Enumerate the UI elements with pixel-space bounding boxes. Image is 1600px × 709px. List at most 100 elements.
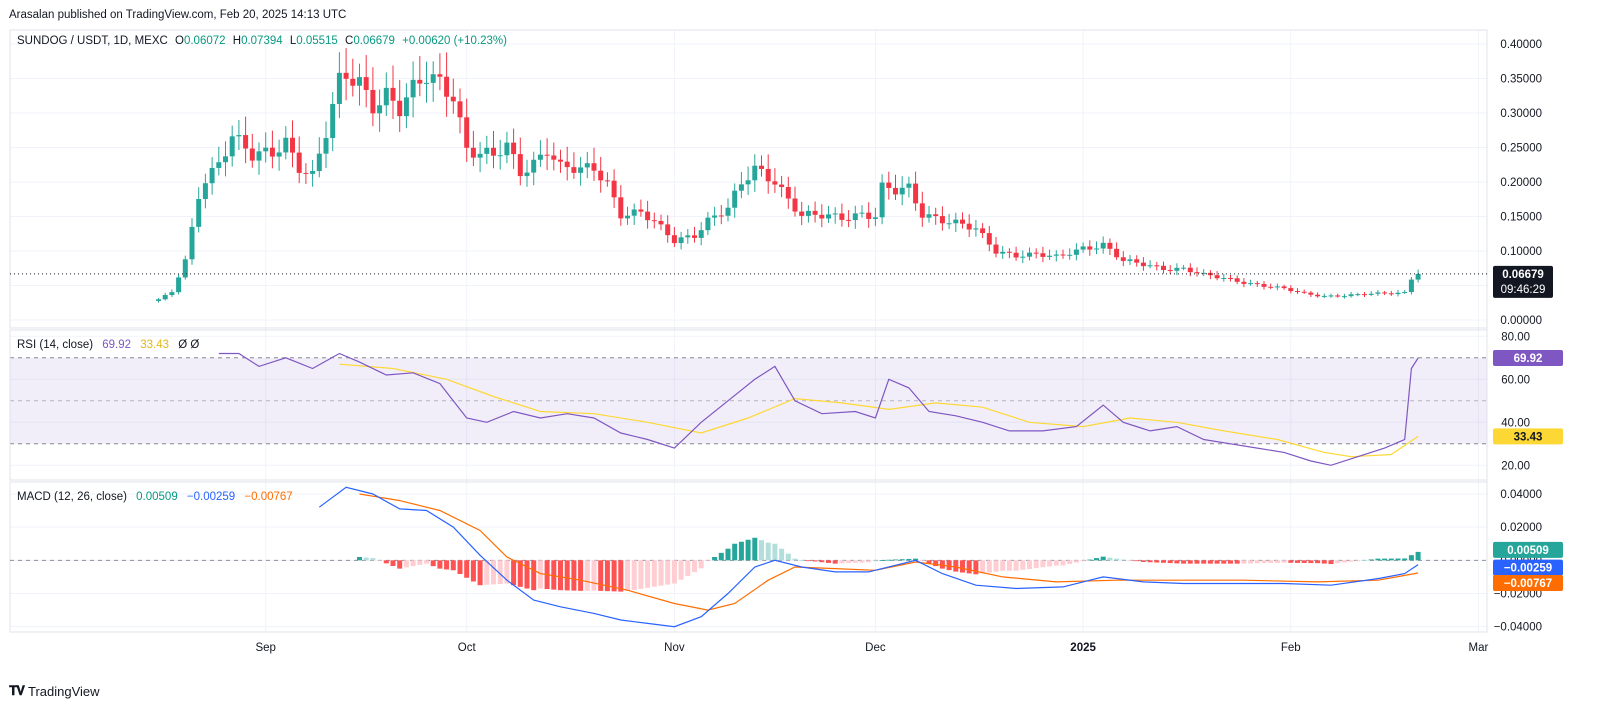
price-tick-label: 0.40000 xyxy=(1500,39,1542,51)
candle-body xyxy=(1315,294,1321,297)
candle-body xyxy=(738,184,744,191)
macd-histogram-bar xyxy=(363,557,369,561)
macd-histogram-bar xyxy=(1201,560,1207,564)
price-tick-label: 0.15000 xyxy=(1500,212,1542,224)
candle-body xyxy=(182,259,188,278)
candle-body xyxy=(819,214,825,219)
macd-histogram-bar xyxy=(591,560,597,591)
macd-histogram-bar xyxy=(1060,560,1066,566)
macd-histogram-bar xyxy=(377,560,383,562)
macd-histogram-bar xyxy=(1154,560,1160,563)
candle-body xyxy=(1248,283,1254,285)
high-value: 0.07394 xyxy=(241,35,283,47)
macd-tick-label: −0.02000 xyxy=(1494,589,1542,601)
macd-histogram-bar xyxy=(1194,560,1200,564)
candle-body xyxy=(826,214,831,219)
macd-histogram-bar xyxy=(1147,560,1153,563)
price-badge-box xyxy=(1493,265,1553,298)
tradingview-logo-icon: 𝐓𝐕 xyxy=(9,683,25,698)
macd-histogram-bar xyxy=(403,560,409,568)
price-badge-countdown: 09:46:29 xyxy=(1501,284,1546,296)
macd-histogram-bar xyxy=(638,560,644,589)
candle-body xyxy=(430,74,436,83)
candle-body xyxy=(303,172,309,174)
macd-histogram-bar xyxy=(1362,560,1367,561)
candle-body xyxy=(323,138,329,154)
candle-body xyxy=(477,153,483,158)
candle-body xyxy=(229,136,235,157)
rsi-badge-box xyxy=(1493,349,1563,366)
macd-legend: MACD (12, 26, close) 0.00509 −0.00259 −0… xyxy=(17,491,293,503)
candle-body xyxy=(1087,246,1093,250)
candle-body xyxy=(1214,275,1220,279)
macd-histogram-bar xyxy=(1341,560,1347,563)
candle-body xyxy=(1261,284,1267,287)
candle-body xyxy=(591,163,597,171)
macd-signal-badge-box xyxy=(1493,575,1563,592)
candle-body xyxy=(812,210,818,215)
macd-histogram-bar xyxy=(1067,560,1073,565)
macd-histogram-bar xyxy=(497,560,503,584)
symbol-label: SUNDOG / USDT, 1D, MEXC xyxy=(17,35,168,47)
macd-histogram-bar xyxy=(665,560,671,585)
macd-histogram-bar xyxy=(893,559,898,561)
macd-histogram-bar xyxy=(973,560,979,575)
macd-histogram-bar xyxy=(1087,559,1093,561)
macd-histogram-bar xyxy=(450,560,456,571)
macd-histogram-bar xyxy=(852,560,858,563)
candle-body xyxy=(785,187,791,199)
candle-body xyxy=(437,74,443,77)
candle-body xyxy=(919,203,925,218)
macd-hist-badge: 0.00509 xyxy=(1507,545,1549,557)
rsi-series xyxy=(218,352,1419,466)
macd-histogram-bar xyxy=(1000,560,1006,571)
price-tick-label: 0.25000 xyxy=(1500,143,1542,155)
macd-histogram-bar xyxy=(1040,560,1046,568)
candle-body xyxy=(651,220,657,222)
macd-title: MACD (12, 26, close) xyxy=(17,491,127,503)
macd-histogram-bar xyxy=(1375,558,1381,561)
candle-body xyxy=(1288,288,1294,292)
candle-body xyxy=(933,214,939,217)
candle-body xyxy=(745,180,751,185)
candle-body xyxy=(310,171,316,174)
x-axis[interactable]: Sep Oct Nov Dec 2025 Feb Mar xyxy=(255,642,1488,654)
macd-histogram-bar xyxy=(792,558,798,561)
macd-histogram-bar xyxy=(1348,560,1354,562)
candle-body xyxy=(196,199,202,227)
candle-body xyxy=(1268,286,1274,288)
macd-histogram-bar xyxy=(1181,560,1187,564)
price-legend: SUNDOG / USDT, 1D, MEXC O0.06072 H0.0739… xyxy=(17,35,507,47)
candlestick-series xyxy=(156,48,1421,303)
macd-histogram-bar xyxy=(477,560,483,586)
candle-body xyxy=(712,215,718,218)
candle-body xyxy=(517,154,523,177)
price-tick-label: 0.00000 xyxy=(1500,315,1542,327)
macd-histogram-bar xyxy=(966,560,972,574)
candle-body xyxy=(1161,265,1166,271)
macd-histogram-bar xyxy=(1127,560,1133,562)
macd-histogram-bar xyxy=(1006,560,1012,571)
candle-body xyxy=(872,217,878,219)
candle-body xyxy=(578,167,584,173)
macd-histogram-bar xyxy=(1027,560,1032,569)
macd-histogram-bar xyxy=(551,560,557,590)
macd-histogram-bar xyxy=(1013,560,1019,571)
candle-body xyxy=(718,215,724,217)
candle-body xyxy=(202,183,208,200)
macd-histogram-bar xyxy=(879,560,885,561)
macd-histogram-bar xyxy=(504,560,510,584)
candle-body xyxy=(524,172,530,177)
candle-body xyxy=(283,137,289,153)
candle-body xyxy=(1047,255,1053,257)
candle-body xyxy=(209,167,215,184)
y-axis[interactable]: 0.000000.050000.100000.150000.200000.250… xyxy=(1494,39,1542,634)
macd-histogram-bar xyxy=(1281,560,1287,563)
macd-histogram-bar xyxy=(738,541,744,561)
candle-body xyxy=(343,72,349,79)
macd-histogram-bar xyxy=(705,560,711,562)
macd-histogram-bar xyxy=(444,560,450,570)
macd-histogram-bar xyxy=(397,560,403,569)
candle-body xyxy=(1375,292,1381,294)
